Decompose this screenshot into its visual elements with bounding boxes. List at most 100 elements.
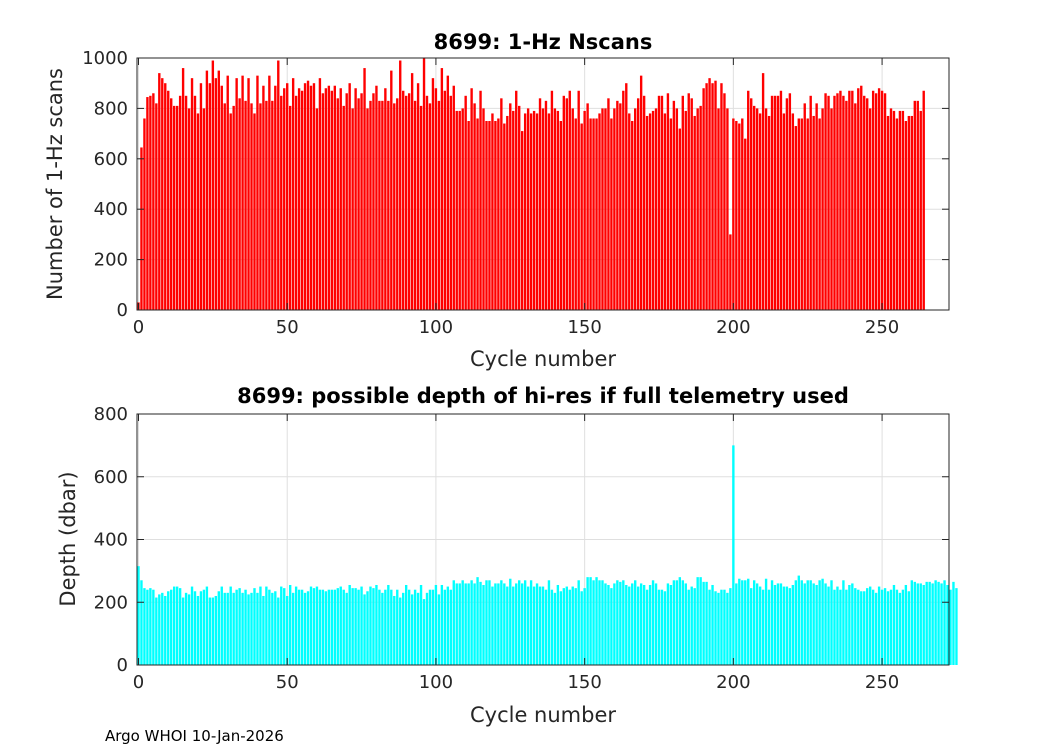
- bottom-bar: [500, 580, 503, 665]
- top-bar: [681, 95, 684, 310]
- bottom-bar: [812, 583, 815, 665]
- top-bar: [580, 123, 583, 311]
- top-bar: [898, 110, 902, 310]
- bottom-bar: [223, 592, 226, 665]
- bottom-bar: [526, 586, 530, 665]
- top-bar: [294, 95, 298, 310]
- top-bar: [244, 100, 247, 310]
- top-bar: [830, 108, 833, 311]
- top-bar: [458, 110, 461, 310]
- bottom-bar: [827, 586, 830, 665]
- top-bar: [336, 98, 339, 310]
- top-bar: [461, 108, 464, 311]
- bottom-bar: [318, 589, 322, 665]
- bottom-bar: [214, 595, 218, 665]
- top-bar: [485, 121, 488, 310]
- top-bar: [720, 83, 723, 310]
- bottom-bar: [321, 589, 325, 665]
- top-bar: [404, 95, 408, 310]
- top-bar: [181, 68, 185, 310]
- bottom-bar: [675, 580, 679, 665]
- bottom-bar: [651, 580, 655, 665]
- top-bar: [146, 97, 149, 310]
- bottom-bar: [523, 580, 527, 665]
- bottom-bar: [476, 577, 479, 665]
- bottom-bar: [509, 578, 512, 665]
- top-bar: [303, 83, 307, 310]
- top-bar: [907, 115, 911, 311]
- top-bar: [857, 88, 860, 311]
- top-bar: [773, 95, 777, 310]
- top-bar: [610, 118, 613, 310]
- bottom-bar: [497, 583, 500, 665]
- bottom-bar: [883, 588, 887, 665]
- bottom-bar: [738, 578, 741, 665]
- bottom-bar: [636, 586, 640, 665]
- top-bar: [904, 121, 908, 310]
- bottom-bar: [889, 589, 893, 665]
- top-bar: [782, 113, 786, 310]
- top-bar: [440, 68, 444, 310]
- bottom-bar: [613, 583, 616, 665]
- top-bar: [690, 98, 693, 310]
- bottom-bar: [616, 580, 619, 665]
- bottom-bar: [648, 584, 652, 665]
- bottom-bar: [625, 584, 628, 665]
- top-bar: [547, 113, 551, 310]
- bottom-bar: [428, 589, 432, 665]
- bottom-bar: [268, 589, 271, 665]
- top-bar: [815, 103, 818, 310]
- bottom-bar: [657, 589, 661, 665]
- bottom-bar: [205, 586, 209, 665]
- bottom-bar: [229, 586, 232, 665]
- bottom-bar: [645, 589, 649, 665]
- bottom-bar: [470, 580, 473, 665]
- top-bar: [250, 103, 253, 310]
- bottom-bar: [943, 580, 946, 665]
- top-bar: [494, 121, 497, 310]
- bottom-bar: [366, 591, 369, 665]
- top-bar: [824, 93, 827, 310]
- top-bar: [339, 88, 342, 311]
- bottom-bar: [158, 594, 161, 665]
- top-bar: [803, 103, 806, 310]
- top-bar: [425, 95, 429, 310]
- top-bar: [863, 95, 866, 310]
- top-bar: [622, 90, 625, 310]
- top-bar: [354, 88, 357, 311]
- bottom-bar: [256, 592, 259, 665]
- bottom-bar: [925, 581, 928, 665]
- bottom-bar: [381, 592, 384, 665]
- bottom-bar: [532, 586, 536, 665]
- top-bar: [595, 118, 598, 310]
- bottom-bar: [553, 592, 557, 665]
- bottom-bar: [196, 595, 200, 665]
- top-bar: [387, 100, 390, 310]
- top-bar: [196, 113, 200, 310]
- top-bar: [410, 73, 414, 311]
- bottom-bar: [580, 591, 583, 665]
- top-bar: [330, 90, 334, 310]
- top-bar: [794, 126, 798, 310]
- top-bar: [663, 113, 667, 310]
- top-bar: [642, 95, 646, 310]
- top-bar: [616, 100, 619, 310]
- bottom-bar: [776, 583, 780, 665]
- bottom-bar: [800, 580, 803, 665]
- bottom-bar: [839, 589, 842, 665]
- bottom-bar: [919, 583, 922, 665]
- top-bar: [357, 98, 360, 310]
- bottom-bar: [250, 592, 253, 665]
- bottom-bar: [595, 577, 598, 665]
- bottom-bar: [764, 578, 768, 665]
- top-bar: [449, 95, 452, 310]
- bottom-bar: [354, 588, 357, 665]
- bottom-bar: [309, 586, 313, 665]
- top-bar: [761, 73, 765, 311]
- bottom-bar: [283, 588, 286, 665]
- bottom-bar: [363, 594, 366, 665]
- bottom-bar: [202, 589, 206, 665]
- bottom-bar: [226, 592, 229, 665]
- bottom-bar: [622, 580, 625, 665]
- bottom-bar: [619, 581, 622, 665]
